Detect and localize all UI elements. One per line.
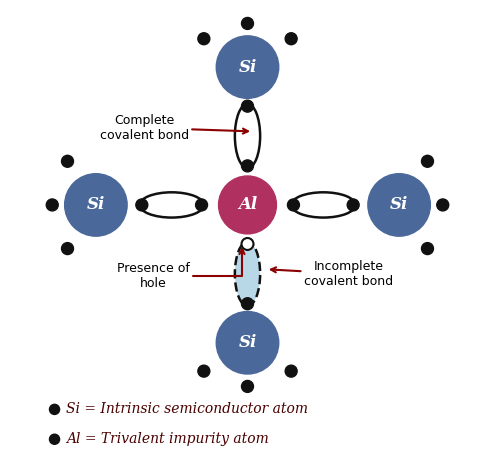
Text: Al: Al: [238, 196, 257, 213]
Circle shape: [285, 365, 297, 377]
Text: Incomplete
covalent bond: Incomplete covalent bond: [271, 260, 393, 288]
Circle shape: [422, 155, 434, 167]
Ellipse shape: [235, 104, 260, 168]
Circle shape: [242, 160, 253, 172]
Circle shape: [242, 18, 253, 29]
Circle shape: [437, 199, 449, 211]
Circle shape: [285, 33, 297, 45]
Circle shape: [50, 434, 59, 444]
Circle shape: [198, 33, 210, 45]
Text: Presence of
hole: Presence of hole: [117, 249, 245, 290]
Text: Si: Si: [238, 59, 257, 76]
Ellipse shape: [235, 242, 260, 306]
Text: Si = Intrinsic semiconductor atom: Si = Intrinsic semiconductor atom: [66, 402, 308, 416]
Ellipse shape: [291, 193, 355, 218]
Circle shape: [347, 199, 359, 211]
Circle shape: [242, 380, 253, 392]
Circle shape: [61, 155, 73, 167]
Circle shape: [216, 36, 279, 98]
Text: Si: Si: [238, 334, 257, 351]
Circle shape: [288, 199, 299, 211]
Circle shape: [368, 174, 430, 236]
Circle shape: [219, 176, 276, 234]
Ellipse shape: [140, 193, 204, 218]
Circle shape: [136, 199, 148, 211]
Circle shape: [242, 100, 253, 112]
Circle shape: [198, 365, 210, 377]
Circle shape: [242, 298, 253, 310]
Circle shape: [61, 243, 73, 254]
Circle shape: [216, 312, 279, 374]
Text: Si: Si: [87, 196, 105, 213]
Circle shape: [196, 199, 207, 211]
Circle shape: [242, 238, 253, 250]
Circle shape: [46, 199, 58, 211]
Circle shape: [50, 405, 59, 414]
Circle shape: [65, 174, 127, 236]
Circle shape: [422, 243, 434, 254]
Text: Si: Si: [390, 196, 408, 213]
Text: Al = Trivalent impurity atom: Al = Trivalent impurity atom: [66, 432, 269, 446]
Text: Complete
covalent bond: Complete covalent bond: [99, 114, 248, 142]
